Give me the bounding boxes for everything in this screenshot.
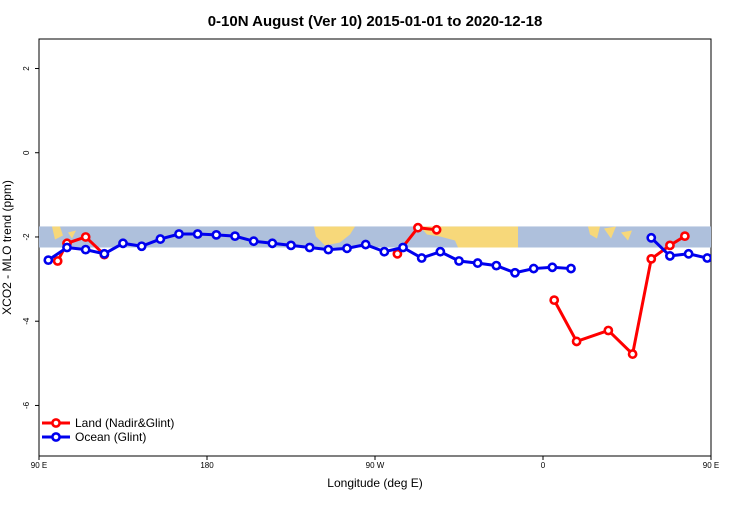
x-tick-label: 90 E: [703, 461, 719, 470]
ocean-data-point: [80, 244, 91, 255]
y-tick-label: -4: [22, 317, 31, 325]
legend: Land (Nadir&Glint)Ocean (Glint): [42, 416, 174, 444]
land-data-point: [679, 231, 690, 242]
y-tick-label: -6: [22, 401, 31, 409]
ocean-data-point: [248, 236, 259, 247]
land-data-point: [431, 224, 442, 235]
ocean-series-line: [650, 236, 711, 260]
ocean-data-point: [566, 263, 576, 274]
series-layer: [43, 222, 750, 359]
ocean-data-point: [702, 253, 711, 263]
ocean-data-point: [155, 234, 166, 244]
ocean-data-point: [665, 251, 675, 261]
y-tick-label: -2: [22, 233, 31, 241]
ocean-data-point: [683, 248, 694, 259]
ocean-data-point: [230, 231, 240, 242]
ocean-data-point: [646, 232, 657, 243]
land-patch-america: [314, 226, 355, 246]
land-series-line: [552, 234, 686, 358]
ocean-data-point: [416, 253, 427, 263]
legend-marker-land: [51, 418, 61, 428]
land-data-point: [745, 247, 750, 254]
ocean-band: [39, 226, 711, 248]
ocean-data-point: [547, 262, 558, 273]
land-patch-west-2: [68, 230, 76, 239]
land-patch-west-1: [52, 226, 63, 240]
land-patch-east-1: [588, 226, 600, 239]
ocean-data-point: [510, 267, 520, 278]
x-axis: 90 E 180 90 W 0 90 E: [31, 456, 719, 470]
y-axis-label: XCO2 - MLO trend (ppm): [0, 180, 14, 315]
y-axis: 2 0 -2 -4 -6: [22, 66, 39, 409]
land-data-point: [627, 349, 638, 359]
land-data-point: [52, 256, 63, 266]
land-data-point: [80, 232, 91, 242]
legend-marker-ocean: [51, 432, 61, 442]
y-tick-label: 2: [22, 66, 31, 71]
y-tick-label: 0: [22, 150, 31, 155]
land-data-point: [603, 325, 614, 336]
ocean-data-point: [286, 240, 296, 251]
ocean-data-point: [741, 254, 748, 261]
land-patch-africa: [420, 226, 518, 248]
land-patch-east-2: [604, 226, 616, 239]
legend-label-land: Land (Nadir&Glint): [75, 416, 174, 430]
land-data-point: [646, 253, 657, 264]
ocean-data-point: [454, 256, 464, 266]
ocean-data-point: [211, 229, 222, 240]
ocean-data-point: [360, 239, 371, 250]
series-group: [43, 222, 750, 359]
x-tick-label: 0: [541, 461, 546, 470]
ocean-data-point: [472, 258, 483, 268]
ocean-data-point: [62, 242, 72, 253]
latitude-band: [39, 226, 711, 248]
x-tick-label: 90 E: [31, 461, 47, 470]
ocean-data-point: [722, 250, 729, 257]
ocean-data-point: [174, 229, 184, 239]
ocean-data-point: [118, 238, 128, 249]
land-data-point: [571, 336, 582, 347]
x-tick-label: 180: [200, 461, 214, 470]
land-patch-east-3: [621, 230, 632, 241]
ocean-data-point: [267, 238, 278, 249]
land-data-point: [413, 222, 423, 233]
ocean-data-point: [379, 246, 390, 257]
land-data-point: [549, 295, 560, 306]
ocean-data-point: [528, 263, 539, 274]
legend-label-ocean: Ocean (Glint): [75, 430, 146, 444]
ocean-data-point: [323, 244, 334, 255]
chart-title: 0-10N August (Ver 10) 2015-01-01 to 2020…: [208, 13, 543, 30]
ocean-data-point: [491, 260, 502, 271]
x-tick-label: 90 W: [366, 461, 385, 470]
land-data-point: [665, 240, 675, 251]
ocean-data-point: [136, 241, 147, 252]
ocean-data-point: [435, 246, 446, 257]
ocean-data-point: [99, 248, 110, 259]
ocean-data-point: [304, 242, 315, 253]
ocean-data-point: [192, 229, 203, 239]
ocean-data-point: [342, 243, 352, 254]
ocean-data-point: [398, 242, 408, 253]
ocean-data-point: [43, 255, 54, 266]
x-axis-label: Longitude (deg E): [327, 476, 422, 490]
